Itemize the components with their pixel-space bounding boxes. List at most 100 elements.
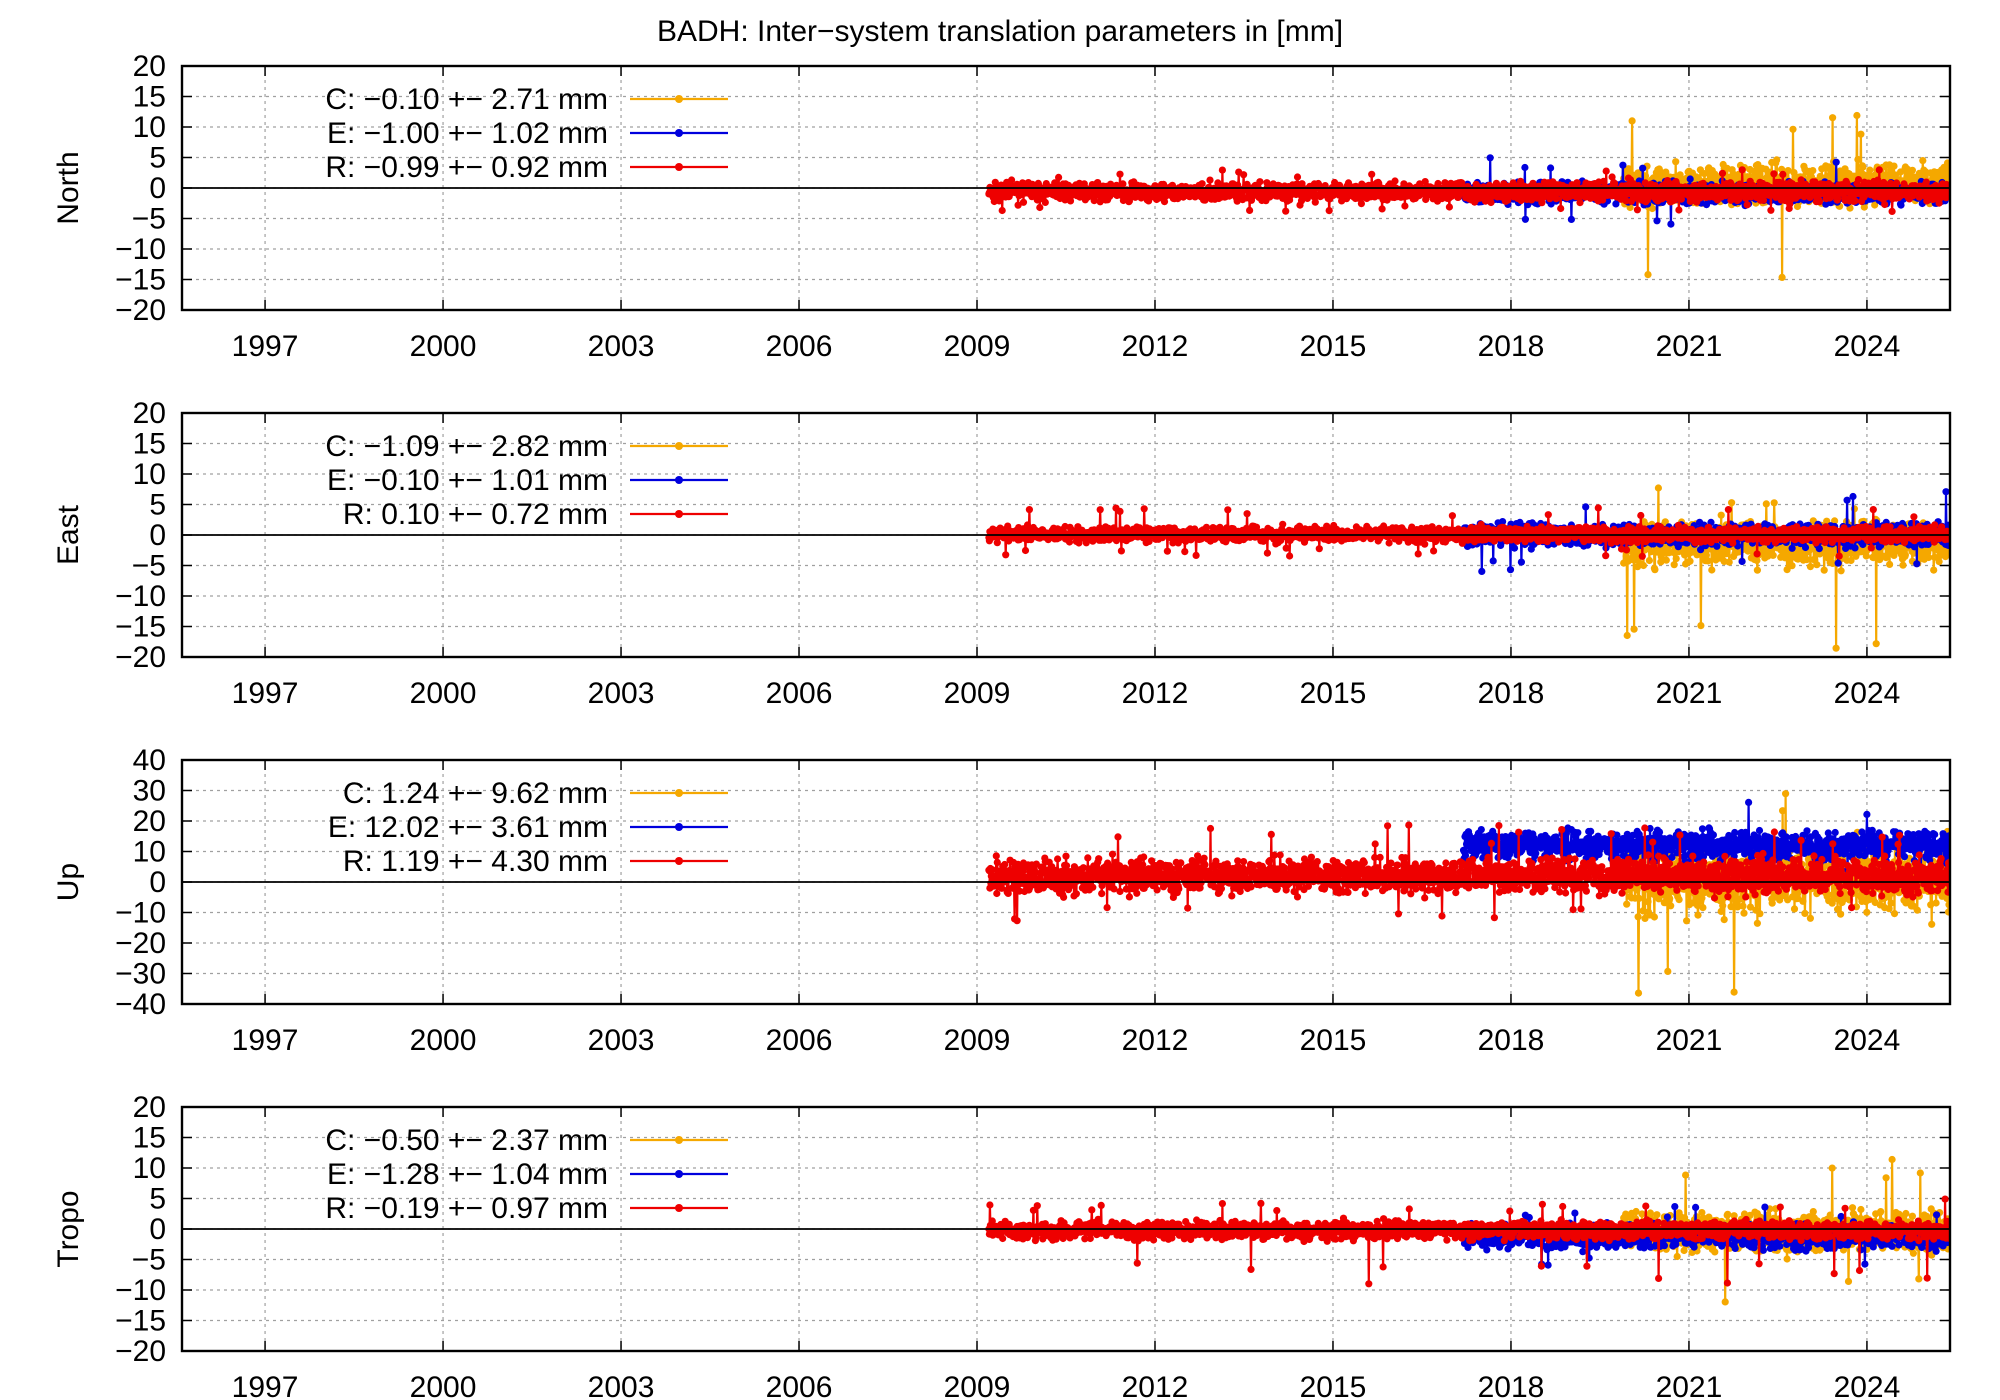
data-point [1922,178,1930,186]
y-axis-label: North [52,151,85,224]
data-point [1847,556,1855,565]
data-point [1401,202,1409,210]
data-point [1661,518,1669,526]
data-point [1529,179,1537,187]
data-point [1378,205,1386,213]
data-point [1654,484,1662,492]
data-point [1325,207,1333,215]
data-point [1552,195,1560,203]
legend-label-E: E: −1.00 +− 1.02 mm [327,117,608,150]
data-point [1008,176,1016,184]
data-point [1567,215,1575,223]
data-point [1368,170,1376,178]
data-point [1738,166,1746,174]
y-tick-label: −20 [115,641,166,674]
data-point [1218,166,1226,174]
data-point [1547,164,1555,172]
data-point [1854,176,1863,184]
data-point [1723,550,1731,558]
x-tick-label: 2024 [1834,330,1901,363]
x-tick-label: 2012 [1122,330,1189,363]
data-point [1783,566,1791,574]
data-point [1851,197,1859,205]
data-point [1297,197,1306,205]
data-point [1645,556,1653,565]
data-area [985,111,1950,281]
data-point [995,197,1003,205]
data-point [1853,111,1861,120]
data-point [1686,557,1694,565]
data-point [1653,217,1661,225]
data-point [1639,561,1648,570]
data-point [1874,176,1882,184]
data-point [1897,201,1905,209]
data-point [1246,206,1254,214]
data-point [1770,499,1778,507]
plot-frame [180,64,1952,312]
data-point [1521,163,1529,172]
data-point [1041,198,1049,206]
data-point [1908,166,1916,174]
legend-marker-E [675,129,683,137]
y-tick-label: −10 [115,233,166,266]
data-point [1890,162,1898,170]
data-point [1815,198,1823,206]
data-point [1667,220,1675,228]
x-tick-label: 2015 [1300,330,1367,363]
y-tick-label: 0 [149,172,166,205]
data-point [1727,181,1735,189]
y-tick-label: −5 [132,550,166,583]
data-point [1206,176,1214,184]
data-point [1639,164,1647,172]
data-point [1019,198,1028,206]
data-point [1919,157,1927,165]
data-point [1829,114,1837,122]
x-tick-label: 2024 [1834,677,1901,710]
data-point [1521,215,1529,223]
data-point [1651,566,1659,574]
data-point [1702,551,1710,559]
data-point [1625,165,1633,173]
data-point [1014,201,1022,209]
data-point [1517,558,1525,566]
data-point [1872,640,1880,648]
data-point [1198,180,1206,188]
x-tick-label: 2006 [766,330,833,363]
data-point [1282,207,1290,215]
data-point [1893,179,1901,187]
data-point [1756,172,1764,180]
data-point [1064,181,1073,189]
data-point [1116,170,1124,178]
x-tick-label: 2021 [1656,677,1723,710]
data-point [1944,173,1950,181]
data-point [1871,201,1879,209]
data-point [1718,169,1727,177]
data-point [1806,563,1814,571]
data-point [1504,196,1512,204]
data-point [1487,198,1495,207]
data-point [1628,117,1636,125]
x-tick-label: 2018 [1478,677,1545,710]
data-point [1899,561,1907,569]
data-point [1784,167,1792,175]
y-tick-label: −20 [115,294,166,327]
data-point [1875,166,1883,174]
data-point [1857,130,1865,138]
data-point [1599,196,1607,204]
data-point [1506,566,1515,574]
data-point [1837,567,1845,575]
data-area [985,484,1950,652]
legend-marker-R [675,163,683,171]
data-point [1608,173,1616,181]
data-point [1600,177,1608,185]
y-tick-label: 20 [133,50,166,83]
data-point [1672,555,1680,563]
x-tick-label: 2006 [766,677,833,710]
x-tick-label: 2012 [1122,677,1189,710]
y-tick-label: 15 [133,81,166,114]
data-point [1670,561,1678,569]
data-point [1762,500,1770,508]
data-point [1831,517,1839,525]
